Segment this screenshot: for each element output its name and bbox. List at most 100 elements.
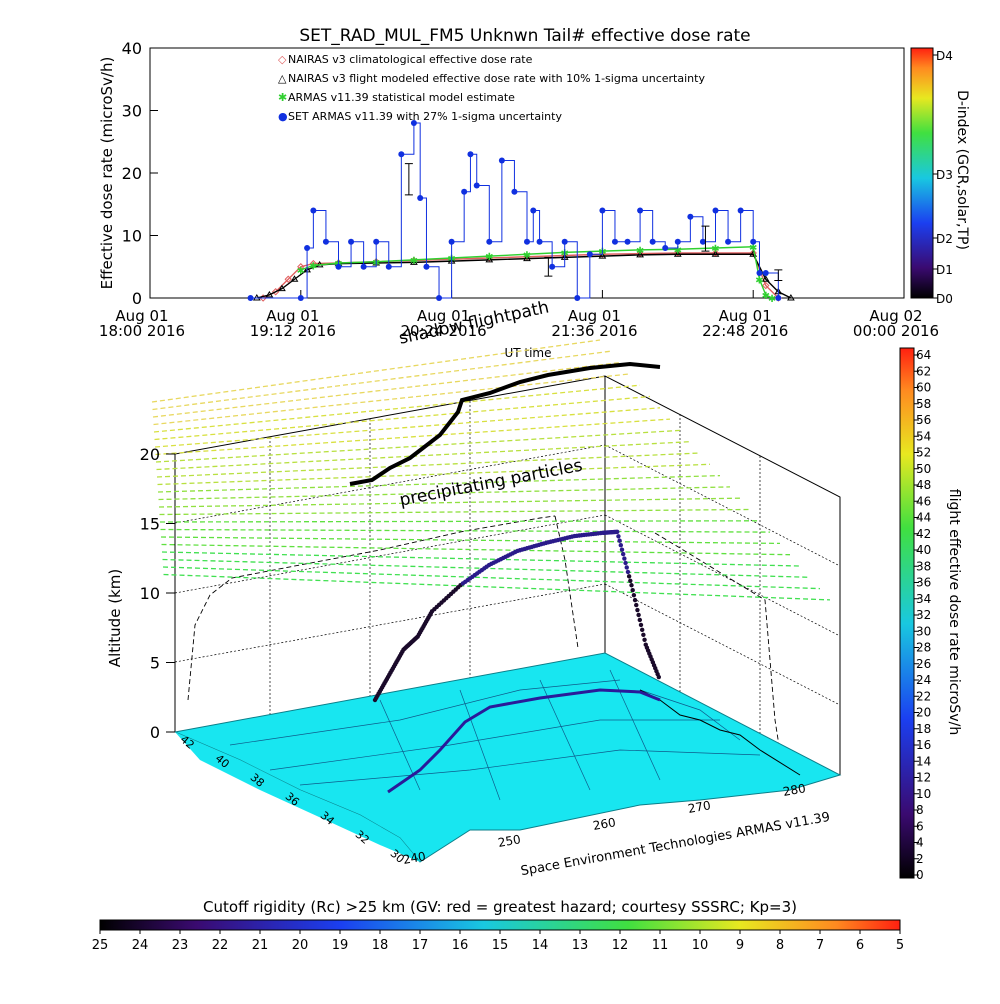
dose-tick-label: 24 (916, 673, 931, 687)
flight-path-point (619, 547, 625, 552)
flight-path-point (639, 627, 645, 633)
flight-path-point (636, 612, 641, 618)
series-4 (247, 120, 782, 301)
particle-band (156, 452, 701, 478)
particle-band (163, 573, 831, 601)
x-tick-label-date: Aug 01 (115, 307, 168, 325)
altitude-tick-label: 10 (140, 584, 160, 603)
data-point (485, 255, 494, 263)
y-tick-label: 10 (122, 227, 142, 246)
data-point (712, 207, 719, 214)
dose-tick-label: 16 (916, 738, 931, 752)
particle-band (159, 508, 751, 516)
data-point (417, 195, 424, 201)
dose-colorbar-label: flight effective dose rate microSv/h (946, 489, 962, 735)
data-point (410, 120, 417, 126)
altitude-tick-label: 20 (140, 445, 160, 464)
legend-label: ARMAS v11.39 statistical model estimate (288, 91, 515, 104)
d-index-tick-label: D4 (936, 49, 953, 63)
data-point (611, 238, 618, 245)
cutoff-tick-label: 23 (172, 938, 189, 953)
series-line (262, 252, 779, 299)
cutoff-tick-label: 7 (816, 938, 824, 953)
cutoff-rigidity-title: Cutoff rigidity (Rc) >25 km (GV: red = g… (203, 898, 797, 916)
data-point (711, 250, 720, 257)
longitude-tick-label: 280 (782, 781, 807, 799)
cutoff-rigidity-colorbar (99, 919, 901, 931)
dose-tick-label: 32 (916, 608, 931, 622)
flight-path-point (656, 674, 662, 680)
data-point (473, 182, 480, 189)
flight-path-point (626, 574, 632, 579)
data-point (523, 254, 531, 262)
box-gridlines (174, 401, 841, 734)
y-tick-label: 0 (132, 289, 142, 308)
flight-path-point (620, 551, 626, 557)
data-point (297, 295, 304, 301)
particle-band (161, 551, 801, 567)
particle-band (151, 339, 601, 403)
cutoff-tick-label: 20 (292, 938, 309, 953)
legend-symbol: ✱ (278, 91, 287, 104)
chart-title: SET_RAD_MUL_FM5 Unknwn Tail# effective d… (299, 26, 750, 46)
data-point (265, 290, 274, 298)
flight-path-point (616, 534, 621, 539)
data-point (486, 238, 493, 245)
data-point (290, 275, 299, 282)
legend-label: NAIRAS v3 flight modeled effective dose … (288, 72, 705, 85)
altitude-tick-label: 0 (150, 723, 160, 742)
dose-tick-label: 36 (916, 576, 931, 590)
data-point (373, 238, 380, 245)
y-tick-label: 40 (122, 39, 142, 58)
d-index-tick-label: D3 (936, 168, 953, 182)
map-floor (173, 652, 842, 863)
cutoff-tick-label: 25 (92, 938, 109, 953)
d-index-ticks: D0 D1 D2 D3 D4 (933, 49, 953, 306)
flight-path-point (615, 529, 620, 535)
cutoff-tick-label: 19 (332, 938, 349, 953)
dose-tick-label: 58 (916, 397, 931, 411)
data-point (310, 207, 317, 214)
dose-tick-label: 26 (916, 657, 931, 671)
flight-path-point (637, 617, 643, 623)
x-tick-label-time: 22:48 2016 (702, 322, 788, 340)
data-point (725, 238, 732, 245)
longitude-tick-label: 270 (687, 798, 712, 816)
data-point (687, 213, 694, 220)
flight-path-3d (372, 529, 662, 703)
data-point (247, 295, 254, 301)
particle-band (153, 373, 631, 426)
data-point (674, 238, 681, 245)
cutoff-tick-label: 11 (652, 938, 669, 953)
legend-label: NAIRAS v3 climatological effective dose … (288, 53, 533, 66)
data-point: ✱ (768, 294, 776, 305)
cutoff-tick-label: 5 (896, 938, 904, 953)
flight-path-point (628, 578, 633, 584)
dose-tick-label: 12 (916, 771, 931, 785)
particle-band (157, 463, 711, 486)
data-point (467, 151, 474, 158)
dose-tick-label: 38 (916, 559, 931, 573)
data-point (278, 284, 286, 292)
data-point: ✱ (485, 252, 493, 263)
longitude-tick-label: 260 (592, 815, 617, 833)
data-point (699, 238, 706, 245)
data-point (756, 270, 763, 276)
shadow-flightpath-lines (187, 515, 781, 753)
flight-path-point (641, 632, 646, 638)
data-point (762, 281, 770, 290)
data-point (436, 295, 443, 301)
cutoff-tick-label: 22 (212, 938, 229, 953)
flight-3d-panel: shadow flightpath precipitating particle… (106, 297, 962, 882)
d-index-tick-label: D2 (936, 232, 953, 246)
dose-tick-label: 10 (916, 787, 931, 801)
x-tick-label-date: Aug 01 (719, 307, 772, 325)
data-point (762, 270, 769, 276)
data-point (448, 238, 455, 245)
dose-tick-label: 6 (916, 819, 924, 833)
cutoff-tick-label: 13 (572, 938, 589, 953)
x-axis-label: UT time (504, 346, 551, 360)
series-line (256, 253, 792, 299)
